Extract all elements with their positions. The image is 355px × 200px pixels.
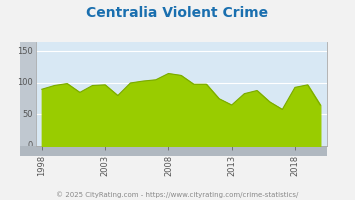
- Text: 0: 0: [28, 142, 33, 150]
- Text: 150: 150: [17, 47, 33, 56]
- Text: © 2025 CityRating.com - https://www.cityrating.com/crime-statistics/: © 2025 CityRating.com - https://www.city…: [56, 191, 299, 198]
- Text: 50: 50: [23, 110, 33, 119]
- Text: 100: 100: [17, 78, 33, 87]
- Text: Centralia Violent Crime: Centralia Violent Crime: [86, 6, 269, 20]
